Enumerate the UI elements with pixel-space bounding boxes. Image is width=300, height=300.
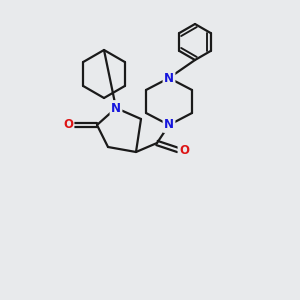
Text: O: O [179, 143, 189, 157]
Text: O: O [63, 118, 73, 131]
Text: N: N [111, 101, 121, 115]
Text: N: N [164, 71, 174, 85]
Text: N: N [164, 118, 174, 131]
